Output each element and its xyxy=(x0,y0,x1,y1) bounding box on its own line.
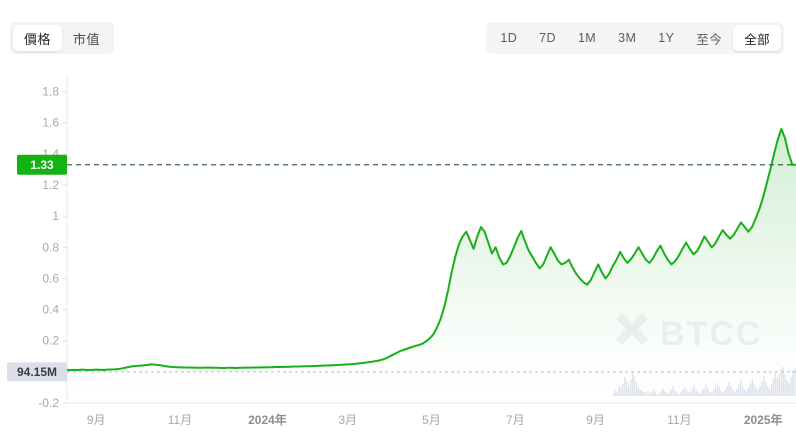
x-tick-label: 9月 xyxy=(87,413,106,427)
range-3m[interactable]: 3M xyxy=(607,25,647,51)
price-area-fill xyxy=(67,128,796,396)
volume-badge-bg xyxy=(7,362,67,382)
y-tick-label: 1 xyxy=(52,209,59,223)
current-price-badge-label: 1.33 xyxy=(30,158,54,172)
volume-badge: 94.15M xyxy=(7,362,67,382)
chart-mode-price[interactable]: 價格 xyxy=(13,25,63,51)
y-tick-label: 1.2 xyxy=(42,178,59,192)
volume-badge-label: 94.15M xyxy=(17,365,57,379)
x-tick-label: 2024年 xyxy=(248,412,287,427)
y-tick-label: -0.2 xyxy=(38,396,59,410)
volume-bar xyxy=(603,398,604,401)
volume-bar xyxy=(609,396,610,401)
range-1d[interactable]: 1D xyxy=(489,25,528,51)
range-7d[interactable]: 7D xyxy=(528,25,567,51)
y-tick-label: 1.6 xyxy=(42,116,59,130)
y-tick-label: 0.2 xyxy=(42,334,59,348)
range-1m[interactable]: 1M xyxy=(567,25,607,51)
volume-bar xyxy=(607,398,608,401)
x-tick-label: 9月 xyxy=(586,413,605,427)
y-axis-ticks: 1.81.61.41.210.80.60.40.2-0.2 xyxy=(38,85,67,410)
current-price-badge: 1.33 xyxy=(17,154,67,175)
x-tick-label: 2025年 xyxy=(744,412,783,427)
volume-bar xyxy=(605,399,606,401)
chart-mode-toggle-group[interactable]: 價格 市值 xyxy=(10,22,115,54)
x-axis-ticks: 9月 11月 2024年 3月 5月 7月 9月 11月 2025年 xyxy=(87,412,783,427)
range-ytd[interactable]: 至今 xyxy=(685,25,733,51)
x-tick-label: 3月 xyxy=(338,413,357,427)
price-line xyxy=(67,127,796,372)
y-tick-label: 0.4 xyxy=(42,303,59,317)
y-tick-label: 0.6 xyxy=(42,271,59,285)
chart-mode-marketcap[interactable]: 市值 xyxy=(62,25,111,51)
x-tick-label: 5月 xyxy=(422,413,441,427)
x-tick-label: 11月 xyxy=(168,413,192,427)
y-tick-label: 0.8 xyxy=(42,240,59,254)
range-all[interactable]: 全部 xyxy=(733,25,781,51)
x-tick-label: 7月 xyxy=(506,413,525,427)
volume-bar xyxy=(611,398,612,401)
chart-toolbar: 價格 市值 1D 7D 1M 3M 1Y 至今 全部 xyxy=(0,0,796,66)
chart-canvas[interactable]: BTCC Exchange Support 1.81.61.41.210.80.… xyxy=(0,66,796,435)
range-1y[interactable]: 1Y xyxy=(647,25,685,51)
price-chart-svg[interactable]: BTCC Exchange Support 1.81.61.41.210.80.… xyxy=(0,66,796,435)
current-price-badge-bg xyxy=(17,154,67,175)
y-tick-label: 1.8 xyxy=(42,85,59,99)
x-tick-label: 11月 xyxy=(667,413,691,427)
time-range-group[interactable]: 1D 7D 1M 3M 1Y 至今 全部 xyxy=(486,22,784,54)
